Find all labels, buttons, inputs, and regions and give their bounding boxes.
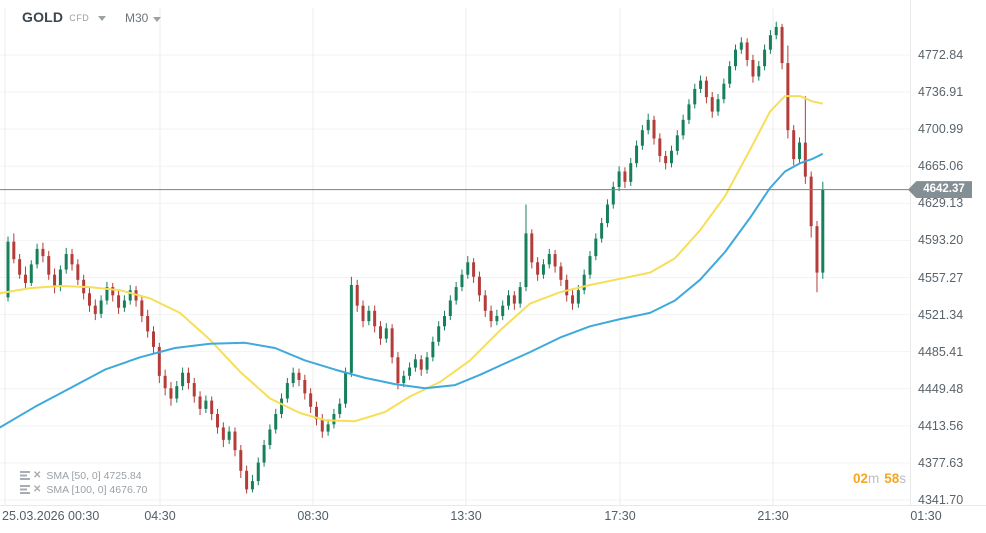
time-axis-label: 04:30: [144, 509, 176, 523]
candlestick-chart-canvas[interactable]: [0, 0, 910, 505]
time-axis-label: 17:30: [604, 509, 636, 523]
price-axis-label: 4413.56: [918, 418, 964, 433]
price-axis-label: 4377.63: [918, 455, 964, 470]
price-axis-border: [910, 0, 911, 505]
timer-minutes-unit: m: [867, 471, 880, 486]
price-axis-label: 4593.20: [918, 233, 964, 248]
price-axis-label: 4665.06: [918, 159, 964, 174]
time-axis-label: 01:30: [910, 509, 942, 523]
price-axis-label: 4700.99: [918, 122, 964, 137]
price-axis-label: 4736.91: [918, 85, 964, 100]
price-axis-label: 4485.41: [918, 344, 964, 359]
timeframe-label: M30: [125, 11, 149, 25]
symbol-name: GOLD: [22, 9, 64, 25]
indicator-label: SMA [100, 0] 4676.70: [46, 483, 148, 496]
timer-seconds: 58: [884, 471, 900, 486]
time-axis-label: 08:30: [297, 509, 329, 523]
timer-seconds-unit: s: [899, 471, 906, 486]
instrument-type-label: CFD: [69, 13, 90, 23]
price-axis-label: 4629.13: [918, 196, 964, 211]
remove-indicator-icon[interactable]: ✕: [33, 483, 42, 495]
time-axis-border: [0, 505, 986, 506]
symbol-selector[interactable]: GOLD CFD: [22, 9, 107, 25]
price-axis-label: 4341.70: [918, 493, 964, 507]
price-axis-label: 4557.27: [918, 270, 964, 285]
indicator-settings-icon[interactable]: [20, 467, 30, 485]
time-axis-label: 21:30: [757, 509, 789, 523]
price-axis-label: 4772.84: [918, 48, 964, 62]
remove-indicator-icon[interactable]: ✕: [33, 469, 42, 481]
price-axis-label: 4521.34: [918, 307, 964, 322]
current-price-badge: 4642.37: [908, 181, 972, 199]
time-axis-label: 25.03.2026 00:30: [2, 509, 100, 523]
time-axis-label: 13:30: [450, 509, 482, 523]
indicator-legend: ✕ SMA [50, 0] 4725.84 ✕ SMA [100, 0] 467…: [20, 469, 147, 497]
indicator-label: SMA [50, 0] 4725.84: [46, 469, 142, 482]
price-axis-label: 4449.48: [918, 381, 964, 396]
candle-countdown-timer: 02m 58s: [853, 471, 906, 486]
indicator-row-sma100: ✕ SMA [100, 0] 4676.70: [20, 483, 147, 496]
chevron-down-icon: [153, 16, 162, 22]
indicator-row-sma50: ✕ SMA [50, 0] 4725.84: [20, 469, 147, 482]
chevron-down-icon: [98, 15, 107, 21]
timer-minutes: 02: [852, 471, 868, 486]
timeframe-selector[interactable]: M30: [125, 11, 162, 25]
indicator-settings-icon[interactable]: [20, 481, 30, 499]
